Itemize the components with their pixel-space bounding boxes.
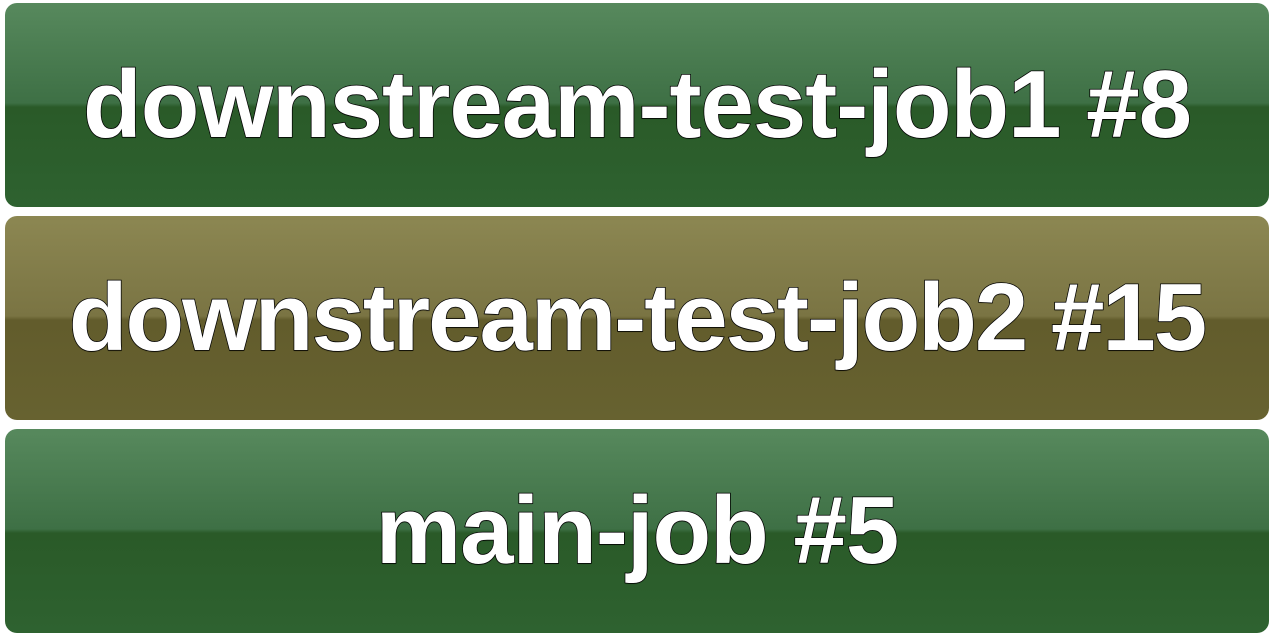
job-label: main-job #5 bbox=[375, 476, 900, 585]
job-label: downstream-test-job2 #15 bbox=[68, 263, 1208, 372]
job-label: downstream-test-job1 #8 bbox=[82, 50, 1192, 159]
job-tile-downstream-test-job2[interactable]: downstream-test-job2 #15 bbox=[5, 216, 1269, 420]
job-tile-downstream-test-job1[interactable]: downstream-test-job1 #8 bbox=[5, 3, 1269, 207]
job-tile-main-job[interactable]: main-job #5 bbox=[5, 429, 1269, 633]
